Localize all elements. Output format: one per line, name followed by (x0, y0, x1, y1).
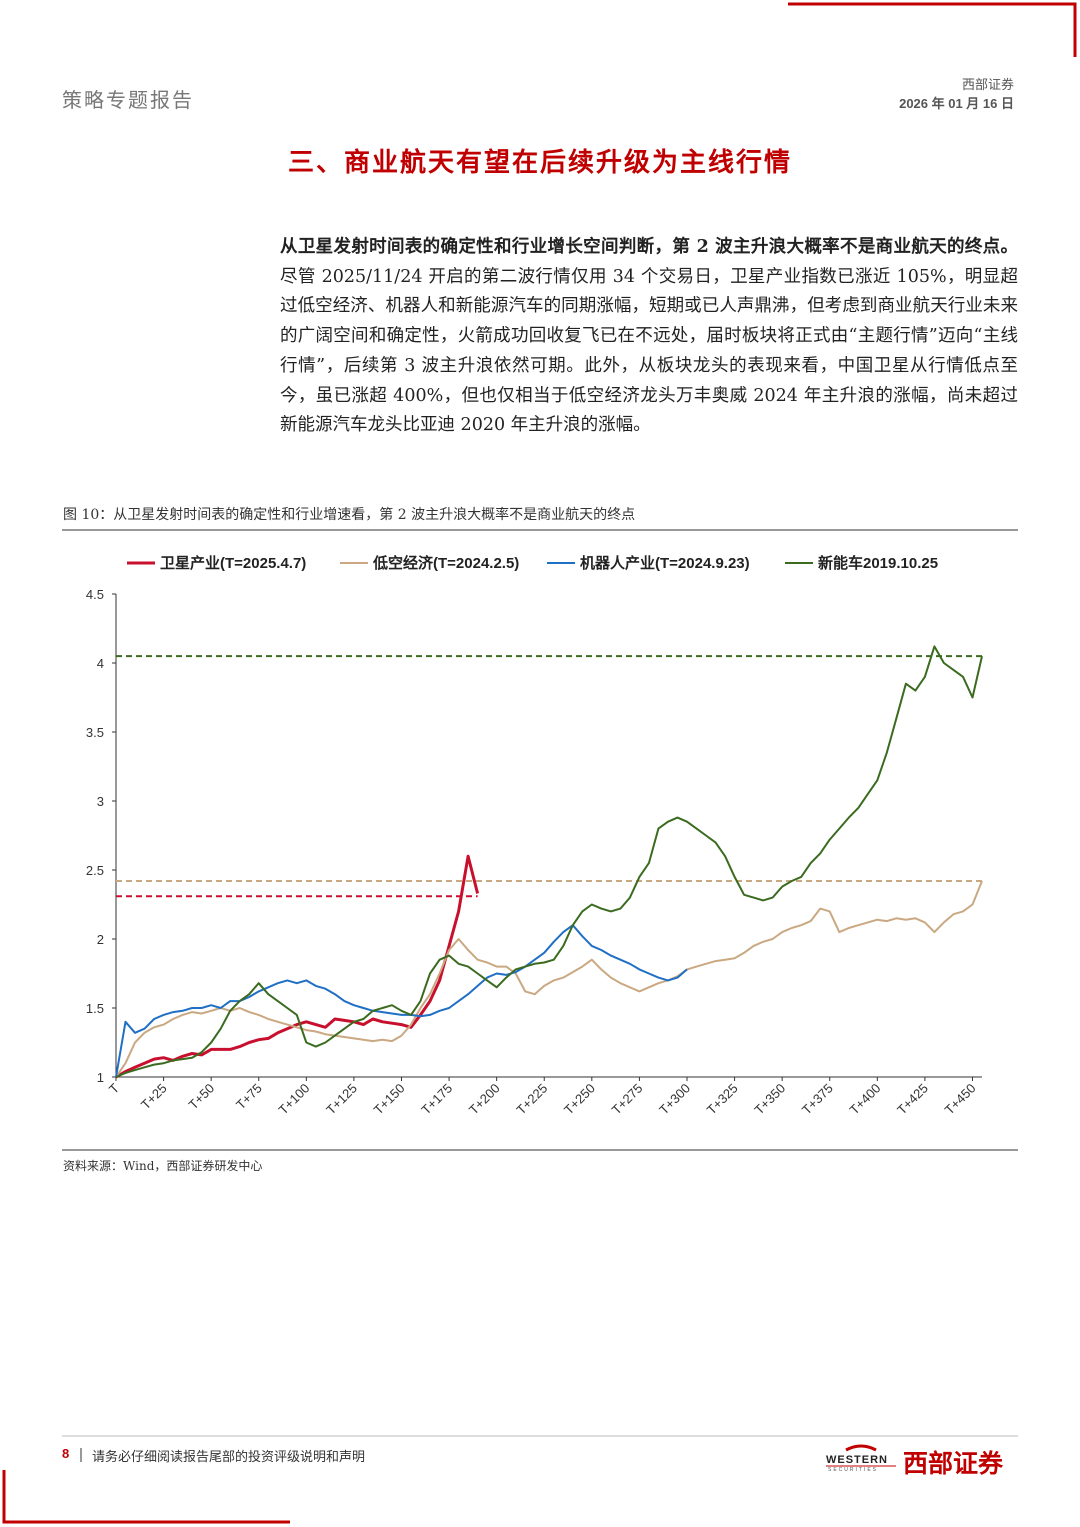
x-tick-label: T+75 (233, 1081, 265, 1113)
x-tick-label: T+350 (751, 1081, 788, 1118)
x-tick-label: T+175 (418, 1081, 455, 1118)
x-tick-label: T+125 (323, 1081, 360, 1118)
footer-note: 请务必仔细阅读报告尾部的投资评级说明和声明 (92, 1450, 366, 1465)
y-tick-label: 3 (97, 794, 104, 809)
x-tick-label: T (106, 1080, 122, 1096)
y-tick-label: 4 (97, 656, 104, 671)
paragraph: 从卫星发射时间表的确定性和行业增长空间判断，第 2 波主升浪大概率不是商业航天的… (280, 233, 1018, 441)
section-title: 三、商业航天有望在后续升级为主线行情 (287, 148, 792, 178)
legend-label: 机器人产业(T=2024.9.23) (580, 554, 750, 572)
figure-caption: 图 10：从卫星发射时间表的确定性和行业增速看，第 2 波主升浪大概率不是商业航… (63, 507, 636, 523)
x-tick-label: T+400 (847, 1081, 884, 1118)
x-tick-label: T+450 (942, 1081, 979, 1118)
logo-name: 西部证券 (903, 1449, 1004, 1478)
x-tick-label: T+200 (466, 1081, 503, 1118)
x-tick-label: T+275 (609, 1081, 646, 1118)
series-line (115, 854, 480, 1079)
y-tick-label: 2.5 (86, 863, 104, 878)
y-tick-label: 4.5 (86, 587, 104, 602)
y-tick-label: 3.5 (86, 725, 104, 740)
header-company: 西部证券 (961, 78, 1014, 93)
paragraph-body: 尽管 2025/11/24 开启的第二波行情仅用 34 个交易日，卫星产业指数已… (280, 266, 1018, 436)
logo-subtext: SECURITIES (828, 1467, 879, 1473)
page-number: 8 (62, 1446, 70, 1461)
y-tick-label: 2 (97, 932, 104, 947)
legend-label: 新能车2019.10.25 (818, 554, 938, 572)
x-tick-label: T+300 (656, 1081, 693, 1118)
x-tick-label: T+50 (185, 1081, 217, 1113)
x-tick-label: T+150 (371, 1081, 408, 1118)
x-tick-label: T+375 (799, 1081, 836, 1118)
series-line (115, 924, 688, 1078)
logo-text: WESTERN (826, 1454, 888, 1466)
series-line (115, 645, 983, 1078)
x-tick-label: T+25 (138, 1081, 170, 1113)
x-tick-label: T+250 (561, 1081, 598, 1118)
x-tick-label: T+325 (704, 1081, 741, 1118)
legend-label: 卫星产业(T=2025.4.7) (160, 554, 306, 572)
y-tick-label: 1.5 (86, 1001, 104, 1016)
y-tick-label: 1 (97, 1070, 104, 1085)
x-tick-label: T+100 (276, 1081, 313, 1118)
header-title: 策略专题报告 (62, 88, 194, 112)
paragraph-lead: 从卫星发射时间表的确定性和行业增长空间判断，第 2 波主升浪大概率不是商业航天的… (280, 237, 1018, 257)
x-tick-label: T+425 (894, 1081, 931, 1118)
header-date: 2026 年 01 月 16 日 (899, 96, 1014, 111)
chart: 1 1.5 2 2.5 3 3.5 4 4.5 T T+25 T+50 T+75 T+100 T+125 T… (86, 554, 983, 1118)
legend-label: 低空经济(T=2024.2.5) (372, 554, 519, 572)
series-line (115, 880, 983, 1078)
figure-source: 资料来源：Wind，西部证券研发中心 (63, 1159, 263, 1173)
x-tick-label: T+225 (513, 1081, 550, 1118)
